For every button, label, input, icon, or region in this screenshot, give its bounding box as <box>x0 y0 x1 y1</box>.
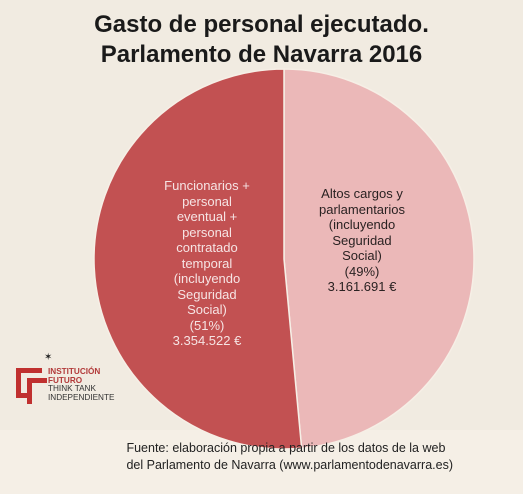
pie-slice-altos-cargos <box>283 68 475 449</box>
logo-bar <box>27 378 47 383</box>
logo-bar <box>16 368 21 398</box>
slice-label-line: (incluyendo <box>328 217 396 232</box>
source-note: Fuente: elaboración propia a partir de l… <box>126 440 453 474</box>
logo-line-2: FUTURO <box>48 375 83 385</box>
slice-label-line: contratado <box>176 240 238 255</box>
slice-label-altos-cargos: Altos cargos y parlamentarios (incluyendo S… <box>300 186 424 295</box>
slice-label-line: Social) <box>342 248 382 263</box>
source-line-1: Fuente: elaboración propia a partir de l… <box>126 441 446 455</box>
logo-line-1: INSTITUCIÓN <box>48 367 101 376</box>
slice-label-funcionarios: Funcionarios + personal eventual + personal… <box>150 178 264 349</box>
title-line-2: Parlamento de Navarra 2016 <box>100 41 423 68</box>
logo-bar <box>16 368 42 373</box>
logo-line-3: THINK TANK <box>48 384 96 394</box>
slice-label-line: 3.161.691 € <box>327 279 397 294</box>
slice-label-line: 3.354.522 € <box>172 333 242 348</box>
institucion-futuro-logo-icon: ✶ <box>16 352 52 404</box>
chart-title: Gasto de personal ejecutado. Parlamento … <box>0 10 523 70</box>
slice-label-line: Seguridad <box>177 286 237 302</box>
logo-bar <box>16 393 32 398</box>
source-line-2: del Parlamento de Navarra (www.parlament… <box>126 458 453 472</box>
logo-text: INSTITUCIÓN FUTURO THINK TANK INDEPENDIE… <box>48 367 115 402</box>
title-line-1: Gasto de personal ejecutado. <box>94 11 429 38</box>
slice-label-line: personal <box>182 193 232 209</box>
slice-label-line: Social) <box>187 302 227 317</box>
logo-line-4: INDEPENDIENTE <box>48 392 115 402</box>
pie-slice-funcionarios <box>93 68 303 450</box>
slice-label-line: Funcionarios + <box>164 178 250 193</box>
svg-text:✶: ✶ <box>44 352 52 363</box>
slice-label-line: parlamentarios <box>319 201 405 217</box>
slice-label-line: (incluyendo <box>173 271 241 286</box>
slice-label-line: (49%) <box>344 263 380 279</box>
slice-label-line: personal <box>182 224 232 240</box>
slice-label-line: temporal <box>181 255 233 271</box>
slice-label-line: Altos cargos y <box>321 186 403 201</box>
logo-bar <box>27 378 32 404</box>
slice-label-line: Seguridad <box>332 232 392 248</box>
slice-label-line: eventual + <box>176 209 238 224</box>
slice-label-line: (51%) <box>189 317 225 333</box>
